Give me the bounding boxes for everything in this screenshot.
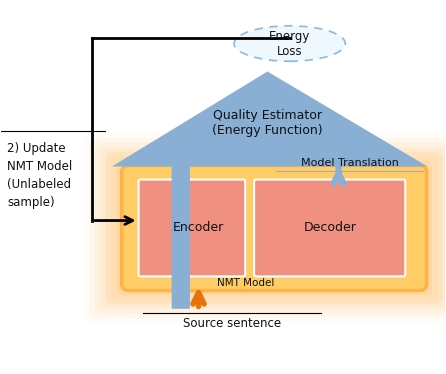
Text: Energy
Loss: Energy Loss [269,30,310,58]
FancyBboxPatch shape [95,143,446,313]
FancyArrow shape [166,146,195,308]
FancyBboxPatch shape [106,152,442,304]
Text: Source sentence: Source sentence [183,318,281,330]
FancyBboxPatch shape [90,138,446,318]
FancyBboxPatch shape [122,165,427,291]
Text: 2) Update
NMT Model
(Unlabeled
sample): 2) Update NMT Model (Unlabeled sample) [8,142,73,209]
FancyBboxPatch shape [254,180,405,276]
Text: Model Translation: Model Translation [301,158,399,168]
FancyBboxPatch shape [139,180,245,276]
Polygon shape [112,71,428,166]
Text: Encoder: Encoder [173,221,224,234]
FancyBboxPatch shape [111,156,437,300]
Text: Decoder: Decoder [303,221,356,234]
FancyBboxPatch shape [116,161,432,295]
Text: Quality Estimator
(Energy Function): Quality Estimator (Energy Function) [212,109,323,137]
FancyBboxPatch shape [100,147,446,309]
Ellipse shape [234,26,345,61]
Text: NMT Model: NMT Model [217,278,274,288]
FancyBboxPatch shape [122,165,427,291]
